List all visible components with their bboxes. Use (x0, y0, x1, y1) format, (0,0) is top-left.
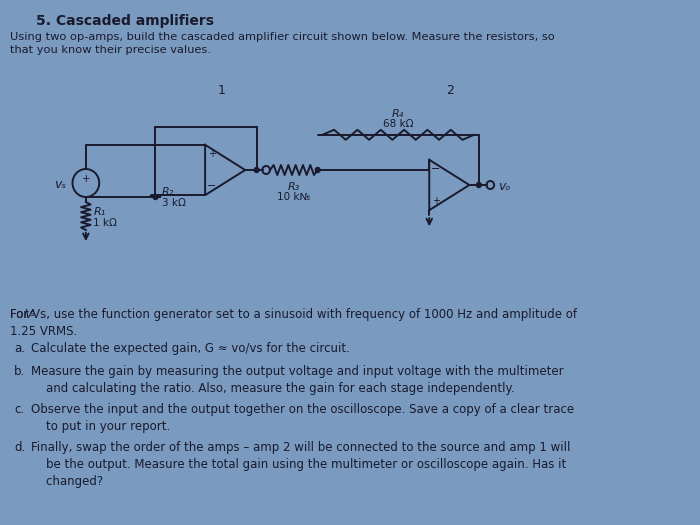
Text: +: + (208, 149, 216, 159)
Text: c.: c. (14, 403, 24, 416)
Circle shape (153, 194, 158, 200)
Text: s: s (29, 309, 34, 318)
Text: 1: 1 (217, 83, 225, 97)
Text: vₛ: vₛ (54, 178, 66, 192)
Circle shape (254, 167, 259, 173)
Text: 5. Cascaded amplifiers: 5. Cascaded amplifiers (36, 14, 214, 28)
Text: R₃: R₃ (288, 182, 300, 192)
Text: 2: 2 (446, 83, 454, 97)
Text: a.: a. (14, 342, 25, 355)
Text: Calculate the expected gain, G ≈ vo/vs for the circuit.: Calculate the expected gain, G ≈ vo/vs f… (31, 342, 349, 355)
Text: vₒ: vₒ (498, 180, 510, 193)
Text: d.: d. (14, 441, 26, 454)
Text: Using two op-amps, build the cascaded amplifier circuit shown below. Measure the: Using two op-amps, build the cascaded am… (10, 32, 554, 55)
Text: Finally, swap the order of the amps – amp 2 will be connected to the source and : Finally, swap the order of the amps – am… (31, 441, 570, 488)
Text: −: − (207, 181, 216, 191)
Text: R₄: R₄ (392, 109, 405, 119)
Text: For: For (10, 308, 32, 321)
Text: For Vs, use the function generator set to a sinusoid with frequency of 1000 Hz a: For Vs, use the function generator set t… (10, 308, 577, 338)
Circle shape (315, 167, 320, 173)
Text: 10 k№: 10 k№ (277, 192, 310, 202)
Text: +: + (432, 196, 440, 206)
Text: b.: b. (14, 365, 26, 378)
Text: Measure the gain by measuring the output voltage and input voltage with the mult: Measure the gain by measuring the output… (31, 365, 564, 395)
Text: R₂: R₂ (162, 187, 174, 197)
Text: +: + (81, 174, 90, 184)
Text: R₁: R₁ (94, 207, 106, 217)
Circle shape (477, 183, 482, 187)
Text: Observe the input and the output together on the oscilloscope. Save a copy of a : Observe the input and the output togethe… (31, 403, 574, 433)
Text: −: − (431, 164, 440, 174)
Text: 68 kΩ: 68 kΩ (383, 119, 414, 129)
Text: V: V (24, 308, 32, 321)
Text: 3 kΩ: 3 kΩ (162, 198, 186, 208)
Text: 1 kΩ: 1 kΩ (94, 218, 118, 228)
